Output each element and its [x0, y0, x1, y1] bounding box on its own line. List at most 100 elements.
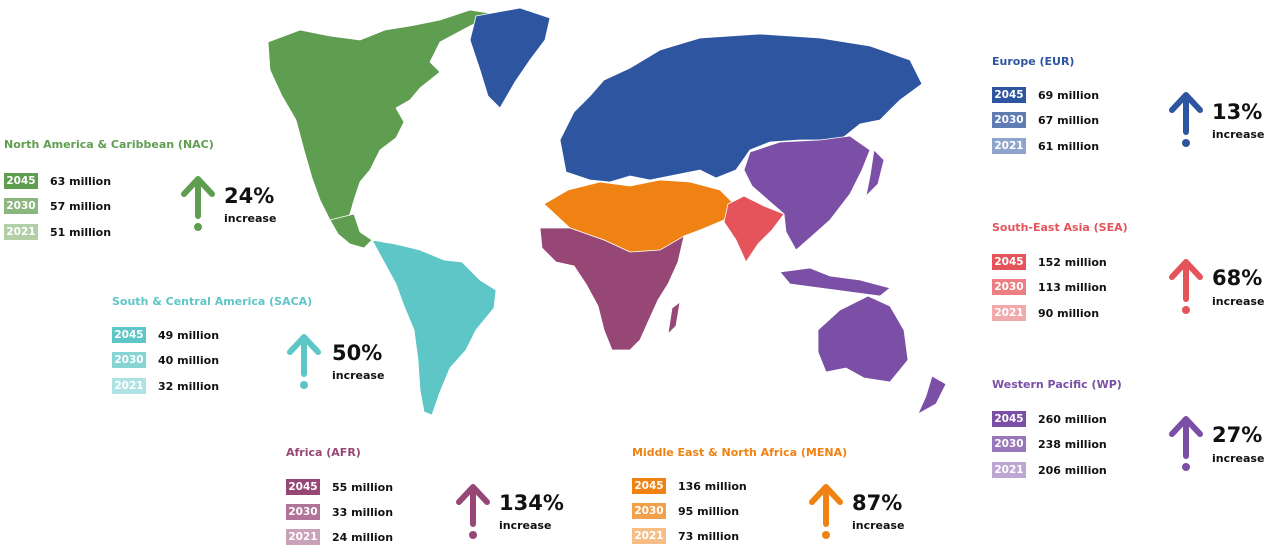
year-badge: 2045 [4, 173, 38, 189]
year-badge: 2030 [992, 279, 1026, 295]
map-region-indonesia [779, 267, 891, 297]
year-badge: 2030 [286, 504, 320, 520]
row-2045: 2045 152 million [992, 253, 1107, 271]
region-afr: Africa (AFR) 2045 55 million 2030 33 mil… [286, 446, 393, 545]
increase-label: increase [224, 212, 277, 225]
row-2021: 2021 61 million [992, 137, 1099, 155]
row-2045: 2045 49 million [112, 326, 219, 344]
increase-label: increase [1212, 128, 1265, 141]
increase-percent: 13% [1212, 100, 1263, 124]
increase-percent: 68% [1212, 266, 1263, 290]
row-2045: 2045 55 million [286, 478, 393, 496]
map-region-sea [723, 195, 785, 263]
up-arrow-icon [1169, 259, 1203, 314]
value: 69 million [1038, 88, 1100, 102]
year-badge: 2030 [992, 112, 1026, 128]
year-badge: 2030 [112, 352, 146, 368]
region-nac: North America & Caribbean (NAC) 2045 63 … [4, 138, 214, 240]
region-wp: Western Pacific (WP) 2045 260 million 20… [992, 378, 1122, 478]
up-arrow-icon [456, 484, 490, 539]
value: 57 million [50, 199, 112, 213]
region-saca: South & Central America (SACA) 2045 49 m… [112, 295, 313, 394]
map-region-eur [559, 33, 923, 183]
increase-label: increase [499, 519, 552, 532]
value: 95 million [678, 504, 740, 518]
up-arrow-icon [181, 176, 215, 231]
increase-label: increase [332, 369, 385, 382]
increase-percent: 87% [852, 491, 903, 515]
value: 51 million [50, 225, 112, 239]
increase-percent: 27% [1212, 423, 1263, 447]
map-region-saca [371, 239, 497, 416]
increase-percent: 50% [332, 341, 383, 365]
row-2021: 2021 51 million [4, 223, 111, 241]
region-title: South & Central America (SACA) [112, 295, 313, 308]
value: 206 million [1038, 463, 1107, 477]
year-badge: 2021 [992, 462, 1026, 478]
year-badge: 2021 [4, 224, 38, 240]
value: 67 million [1038, 113, 1100, 127]
map-region-wp-asia [743, 135, 871, 251]
region-eur: Europe (EUR) 2045 69 million 2030 67 mil… [992, 55, 1099, 154]
map-region-australia [817, 295, 909, 383]
increase-label: increase [1212, 452, 1265, 465]
row-2045: 2045 136 million [632, 477, 747, 495]
region-title: South-East Asia (SEA) [992, 221, 1128, 234]
row-2030: 2030 113 million [992, 278, 1107, 296]
up-arrow-icon [1169, 416, 1203, 471]
year-badge: 2030 [992, 436, 1026, 452]
value: 113 million [1038, 280, 1107, 294]
row-2030: 2030 95 million [632, 502, 739, 520]
region-title: Europe (EUR) [992, 55, 1075, 68]
value: 73 million [678, 529, 740, 543]
year-badge: 2045 [632, 478, 666, 494]
up-arrow-icon [287, 334, 321, 389]
map-region-madagascar [667, 301, 681, 336]
row-2030: 2030 33 million [286, 503, 393, 521]
map-region-new-zealand [917, 375, 947, 415]
value: 260 million [1038, 412, 1107, 426]
region-title: North America & Caribbean (NAC) [4, 138, 214, 151]
value: 49 million [158, 328, 220, 342]
increase-label: increase [1212, 295, 1265, 308]
row-2030: 2030 40 million [112, 351, 219, 369]
year-badge: 2045 [112, 327, 146, 343]
year-badge: 2045 [286, 479, 320, 495]
year-badge: 2045 [992, 254, 1026, 270]
region-title: Western Pacific (WP) [992, 378, 1122, 391]
year-badge: 2021 [112, 378, 146, 394]
row-2030: 2030 238 million [992, 435, 1107, 453]
map-region-nac [267, 9, 497, 227]
value: 90 million [1038, 306, 1100, 320]
increase-percent: 24% [224, 184, 275, 208]
row-2045: 2045 260 million [992, 410, 1107, 428]
map-region-greenland [469, 7, 551, 109]
value: 136 million [678, 479, 747, 493]
row-2045: 2045 63 million [4, 172, 111, 190]
increase-percent: 134% [499, 491, 564, 515]
value: 55 million [332, 480, 394, 494]
region-title: Africa (AFR) [286, 446, 361, 459]
year-badge: 2021 [632, 528, 666, 544]
year-badge: 2030 [4, 198, 38, 214]
year-badge: 2045 [992, 87, 1026, 103]
value: 63 million [50, 174, 112, 188]
row-2021: 2021 206 million [992, 461, 1107, 479]
row-2021: 2021 73 million [632, 527, 739, 545]
year-badge: 2021 [286, 529, 320, 545]
row-2030: 2030 57 million [4, 197, 111, 215]
value: 40 million [158, 353, 220, 367]
row-2021: 2021 90 million [992, 304, 1099, 322]
value: 32 million [158, 379, 220, 393]
map-region-afr [539, 227, 685, 351]
up-arrow-icon [1169, 92, 1203, 147]
year-badge: 2030 [632, 503, 666, 519]
value: 152 million [1038, 255, 1107, 269]
year-badge: 2045 [992, 411, 1026, 427]
map-region-japan [865, 149, 885, 198]
region-title: Middle East & North Africa (MENA) [632, 446, 848, 459]
value: 24 million [332, 530, 394, 544]
value: 61 million [1038, 139, 1100, 153]
year-badge: 2021 [992, 138, 1026, 154]
row-2021: 2021 32 million [112, 377, 219, 395]
